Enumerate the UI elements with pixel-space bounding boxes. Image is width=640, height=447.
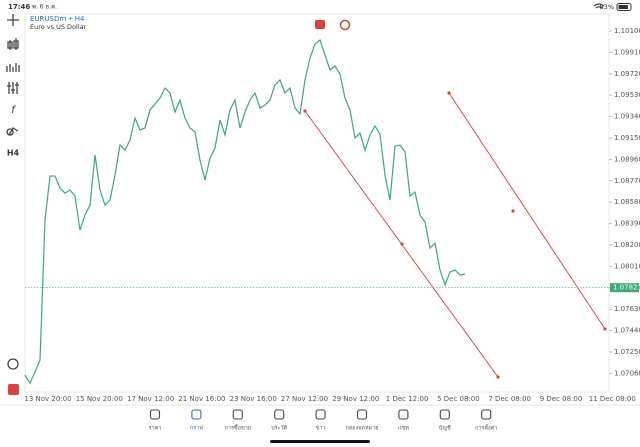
timeframe[interactable]: H4 [7,149,20,158]
trend-point[interactable] [603,327,607,331]
signal-icon[interactable] [339,19,351,31]
nav-icon[interactable] [439,409,450,420]
settings-tool[interactable] [7,82,19,94]
x-tick-label: 7 Dec 08:00 [488,395,531,403]
nav-label[interactable]: แชท [398,425,409,432]
nav-label[interactable]: บัญชี [439,425,451,432]
x-tick-label: 13 Nov 20:00 [24,395,71,403]
left-toolbar: f H4 [6,14,20,395]
status-time: 17:46 [8,3,30,11]
y-tick-label: 1.08960 [614,155,640,163]
y-tick-label: 1.08010 [614,262,640,270]
x-tick-label: 27 Nov 12:00 [281,395,328,403]
status-date: พ. 6 ธ.ค. [32,4,57,11]
battery-level [618,5,628,9]
x-tick-label: 23 Nov 16:00 [230,395,277,403]
y-tick-label: 1.08770 [614,177,640,185]
trend-point[interactable] [511,209,515,213]
trend-point[interactable] [400,242,404,246]
y-tick-label: 1.08580 [614,198,640,206]
trend-point[interactable] [447,91,451,95]
current-price-label: 1.07821 [613,284,640,292]
nav-label[interactable]: การซื้อขาย [225,424,251,432]
x-tick-label: 1 Dec 12:00 [386,395,429,403]
home-indicator [270,440,370,443]
trade-tool[interactable] [8,384,19,395]
nav-label[interactable]: ราคา [149,426,162,432]
trend-line[interactable] [448,92,606,330]
trend-point[interactable] [303,109,307,113]
y-tick-label: 1.07630 [614,305,640,313]
shapes-tool[interactable] [6,127,19,136]
y-tick-label: 1.07440 [614,327,640,335]
y-tick-label: 1.08200 [614,241,640,249]
nav-label[interactable]: กล่องจดหมาย [345,426,378,432]
nav-icon[interactable] [481,409,492,420]
nav-icon[interactable] [356,409,368,420]
x-tick-label: 15 Nov 20:00 [76,395,123,403]
nav-icon[interactable] [274,409,285,420]
status-battery: 83% [600,3,614,11]
y-tick-label: 1.09340 [614,113,640,121]
nav-icon[interactable] [191,409,202,420]
x-tick-label: 9 Dec 08:00 [540,395,583,403]
price-line [24,39,466,385]
symbol[interactable]: EURUSDm • H4 [30,15,85,23]
nav-label[interactable]: ประวัติ [271,425,287,432]
y-tick-label: 1.08390 [614,220,640,228]
y-tick-label: 1.07060 [614,369,640,377]
x-tick-label: 17 Nov 12:00 [127,395,174,403]
nav-label[interactable]: การตั้งค่า [475,424,497,432]
nav-icon[interactable] [149,409,161,420]
x-tick-label: 11 Dec 08:00 [589,395,636,403]
x-tick-label: 21 Nov 16:00 [178,395,225,403]
nav-icon[interactable] [398,409,409,420]
description: Euro vs US Dollar [30,23,87,31]
x-tick-label: 5 Dec 08:00 [437,395,480,403]
crosshair-tool[interactable] [7,14,19,26]
y-tick-label: 1.09530 [614,91,640,99]
trend-point[interactable] [496,375,500,379]
y-tick-label: 1.09150 [614,134,640,142]
battery-icon [616,3,632,11]
nav-icon[interactable] [232,409,243,420]
nav-label[interactable]: ข่าว [316,426,326,432]
nav-label[interactable]: กราฟ [190,425,203,432]
current-price-badge [610,283,639,293]
chart-frame [24,13,610,393]
y-tick-label: 1.10100 [614,27,640,35]
zoom-tool[interactable] [7,358,19,370]
y-tick-label: 1.09720 [614,70,640,78]
wifi-icon [593,3,605,9]
chart-type-tool[interactable] [7,38,19,50]
y-tick-label: 1.07250 [614,348,640,356]
one-click-icon[interactable] [315,20,325,29]
function-tool[interactable]: f [11,105,16,116]
x-tick-label: 29 Nov 12:00 [332,395,379,403]
indicator-tool[interactable] [6,63,20,72]
nav-icon[interactable] [315,409,326,420]
y-tick-label: 1.09910 [614,48,640,56]
